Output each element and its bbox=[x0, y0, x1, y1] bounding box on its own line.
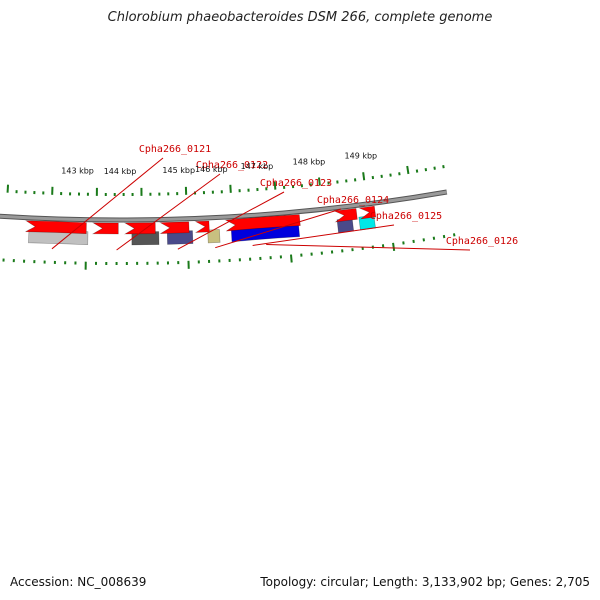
accession-label: Accession: NC_008639 bbox=[10, 575, 147, 589]
scale-labels: 143 kbp 144 kbp 145 kbp 146 kbp 147 kbp 148 k… bbox=[61, 151, 377, 176]
cds-arrow-3 bbox=[91, 222, 119, 235]
leader-line-Cpha266_0125 bbox=[252, 224, 395, 246]
scale-tick bbox=[406, 165, 410, 175]
outer-tick bbox=[452, 233, 456, 237]
scale-label: 143 kbp bbox=[61, 167, 94, 176]
scale-label: 146 kbp bbox=[195, 165, 228, 174]
gene-label-Cpha266_0126: Cpha266_0126 bbox=[446, 236, 518, 247]
scale-label: 147 kbp bbox=[241, 162, 274, 171]
gene-label-Cpha266_0123: Cpha266_0123 bbox=[260, 178, 332, 189]
scale-label: 148 kbp bbox=[293, 157, 326, 166]
cds-arrow-4 bbox=[123, 222, 156, 235]
cds-arrow-7 bbox=[224, 214, 301, 232]
leader-line-Cpha266_0124 bbox=[215, 208, 342, 249]
outer-tick-ring bbox=[2, 233, 456, 270]
cds-arrow-6 bbox=[194, 220, 210, 233]
backbone-ring bbox=[0, 190, 448, 222]
scale-label: 149 kbp bbox=[345, 151, 378, 160]
map-title: Chlorobium phaeobacteroides DSM 266, com… bbox=[107, 10, 493, 25]
cds-arrow-5 bbox=[159, 221, 190, 234]
scale-label: 145 kbp bbox=[162, 166, 195, 175]
leader-line-Cpha266_0126 bbox=[266, 244, 471, 251]
inner-tick-ring bbox=[6, 165, 445, 196]
gene-label-Cpha266_0125: Cpha266_0125 bbox=[370, 211, 442, 222]
cds-arrow-2 bbox=[25, 220, 87, 235]
gene-label-Cpha266_0121: Cpha266_0121 bbox=[139, 144, 211, 155]
cds-arrow-9 bbox=[358, 205, 377, 220]
scale-tick bbox=[442, 165, 445, 169]
feature-track-cds bbox=[25, 205, 377, 235]
leader-line-Cpha266_0121 bbox=[51, 157, 164, 250]
genome-backbone bbox=[0, 189, 448, 223]
scale-tick bbox=[317, 177, 321, 186]
outer-tick bbox=[392, 242, 396, 251]
outer-tick bbox=[290, 254, 293, 263]
cds-arrow-8 bbox=[333, 208, 358, 223]
gene-label-Cpha266_0122: Cpha266_0122 bbox=[196, 160, 268, 171]
gene-callouts: Cpha266_0121 Cpha266_0122 Cpha266_0123 Cpha… bbox=[51, 144, 518, 251]
topology-label: Topology: circular; Length: 3,133,902 bp… bbox=[260, 575, 590, 589]
leader-line-Cpha266_0123 bbox=[177, 191, 285, 250]
scale-tick bbox=[362, 172, 366, 181]
scale-label: 144 kbp bbox=[104, 167, 137, 176]
leader-line-Cpha266_0122 bbox=[116, 173, 221, 251]
scale-tick bbox=[273, 181, 277, 190]
gene-label-Cpha266_0124: Cpha266_0124 bbox=[317, 195, 389, 206]
